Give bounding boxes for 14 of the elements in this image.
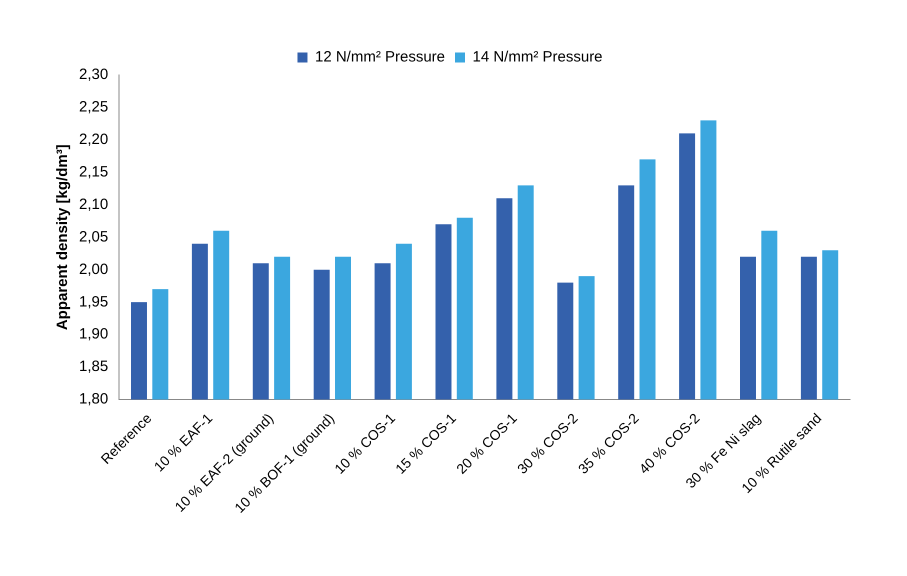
y-tick-label: 1,80 [78, 390, 108, 408]
legend-label: 12 N/mm² Pressure [314, 48, 446, 66]
y-tick-label: 2,30 [78, 66, 108, 84]
y-tick-label: 2,25 [78, 98, 108, 116]
y-tick-label: 2,10 [78, 196, 108, 213]
y-tick-label: 2,20 [78, 131, 108, 148]
y-tick-label: 1,90 [78, 326, 108, 343]
y-tick-label: 2,15 [78, 163, 108, 180]
legend-label: 14 N/mm² Pressure [472, 48, 603, 66]
y-tick-label: 2,05 [78, 228, 108, 246]
y-tick-label: 1,85 [78, 358, 108, 376]
y-axis-title: Apparent density [kg/dm³] [54, 144, 72, 330]
y-tick-label: 1,95 [78, 293, 108, 310]
y-tick-label: 2,00 [78, 260, 108, 278]
